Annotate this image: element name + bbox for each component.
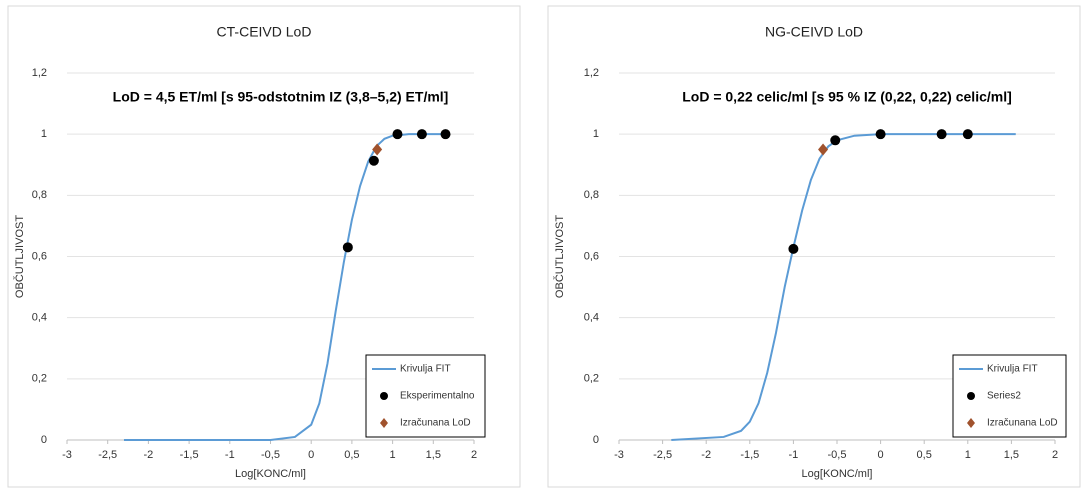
- legend-label: Krivulja FIT: [400, 364, 451, 375]
- legend-swatch: [967, 392, 975, 400]
- data-point: [342, 242, 353, 253]
- x-tick-label: -0,5: [828, 449, 847, 461]
- x-tick-label: 2: [471, 449, 477, 461]
- x-tick-label: 0: [308, 449, 314, 461]
- chart-title: CT-CEIVD LoD: [217, 24, 312, 40]
- legend-swatch: [380, 418, 388, 428]
- y-tick-label: 0,8: [32, 189, 47, 201]
- y-tick-label: 0,6: [32, 250, 47, 262]
- x-tick-label: -2,5: [653, 449, 672, 461]
- x-tick-label: -0,5: [261, 449, 280, 461]
- y-tick-label: 0,8: [584, 189, 599, 201]
- x-tick-label: -2,5: [98, 449, 117, 461]
- y-tick-label: 0: [593, 434, 599, 446]
- data-point: [788, 243, 799, 254]
- x-tick-label: -3: [62, 449, 72, 461]
- x-tick-label: 1,5: [426, 449, 441, 461]
- legend-swatch: [967, 418, 975, 428]
- x-axis-title: Log[KONC/ml]: [802, 468, 873, 480]
- y-tick-label: 1,2: [584, 67, 599, 79]
- x-tick-label: -3: [614, 449, 624, 461]
- x-tick-label: 2: [1052, 449, 1058, 461]
- y-tick-label: 0,4: [584, 312, 599, 324]
- x-tick-label: -1,5: [740, 449, 759, 461]
- y-axis-title: OBČUTLJIVOST: [13, 215, 26, 298]
- data-point: [936, 129, 947, 140]
- y-tick-label: 1: [593, 128, 599, 140]
- y-tick-label: 1,2: [32, 67, 47, 79]
- data-point: [416, 129, 427, 140]
- y-tick-label: 0,6: [584, 250, 599, 262]
- y-tick-label: 1: [41, 128, 47, 140]
- y-tick-label: 0,4: [32, 312, 47, 324]
- fit-curve: [123, 133, 446, 441]
- legend-label: Series2: [987, 391, 1021, 402]
- x-tick-label: 0,5: [344, 449, 359, 461]
- y-tick-label: 0: [41, 434, 47, 446]
- x-tick-label: -2: [144, 449, 154, 461]
- data-point: [962, 129, 973, 140]
- x-tick-label: -1,5: [180, 449, 199, 461]
- data-point: [440, 129, 451, 140]
- legend-swatch: [380, 392, 388, 400]
- x-tick-label: 0: [878, 449, 884, 461]
- lod-point: [372, 143, 383, 156]
- x-tick-label: -2: [701, 449, 711, 461]
- x-tick-label: 1: [390, 449, 396, 461]
- y-axis-title: OBČUTLJIVOST: [553, 215, 566, 298]
- data-point: [830, 135, 841, 146]
- data-point: [875, 129, 886, 140]
- chart-title: NG-CEIVD LoD: [765, 24, 863, 40]
- x-tick-label: 1,5: [1004, 449, 1019, 461]
- annotation: LoD = 0,22 celic/ml [s 95 % IZ (0,22, 0,…: [682, 89, 1012, 105]
- x-tick-label: 0,5: [917, 449, 932, 461]
- x-tick-label: -1: [789, 449, 799, 461]
- legend-label: Izračunana LoD: [400, 418, 471, 429]
- annotation: LoD = 4,5 ET/ml [s 95-odstotnim IZ (3,8–…: [113, 89, 449, 105]
- legend-label: Izračunana LoD: [987, 418, 1058, 429]
- legend-label: Eksperimentalno: [400, 391, 475, 402]
- legend-label: Krivulja FIT: [987, 364, 1038, 375]
- data-point: [368, 155, 379, 166]
- x-axis-title: Log[KONC/ml]: [235, 468, 306, 480]
- y-tick-label: 0,2: [32, 373, 47, 385]
- y-tick-label: 0,2: [584, 373, 599, 385]
- x-tick-label: -1: [225, 449, 235, 461]
- data-point: [392, 129, 403, 140]
- lod-point: [818, 143, 829, 156]
- x-tick-label: 1: [965, 449, 971, 461]
